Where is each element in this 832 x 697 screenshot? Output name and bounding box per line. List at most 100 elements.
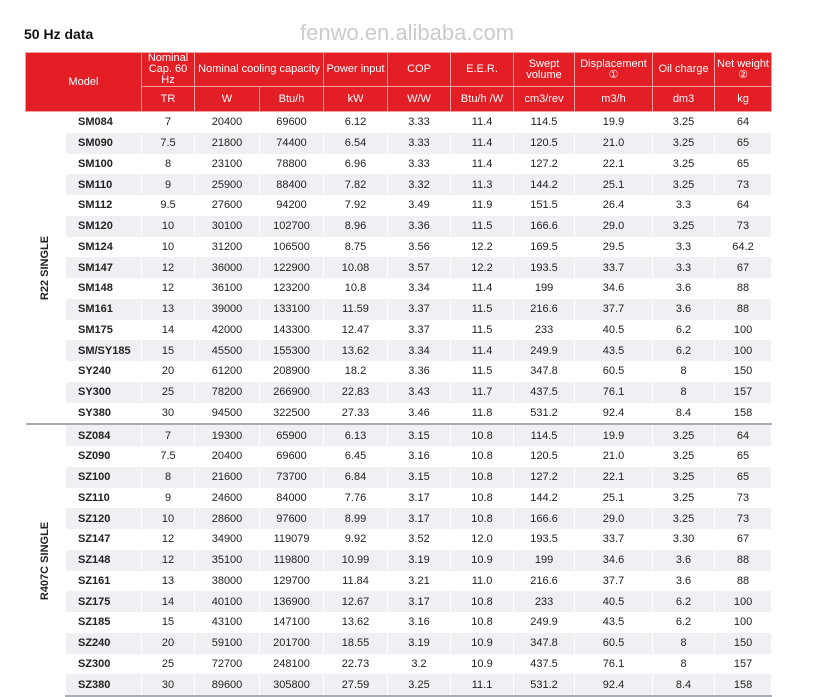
group-label-text: R22 SINGLE [39,235,52,300]
unit-header: kg [714,86,773,112]
value-cell: 8 [652,361,716,382]
value-cell: 88400 [259,174,325,195]
value-cell: 3.25 [652,132,716,154]
value-cell: 10.8 [450,612,515,633]
model-cell: SZ084 [65,423,142,446]
value-cell: 26.4 [574,195,654,216]
value-cell: 29.0 [574,215,654,237]
value-cell: 65900 [259,423,325,446]
unit-header: kW [323,86,389,112]
unit-header: TR [141,86,195,112]
value-cell: 10 [141,215,195,237]
table-row: SZ090 7.5 20400 69600 6.45 3.16 10.8 120.5 21.0 3… [26,446,773,467]
value-cell: 11.4 [450,132,515,154]
value-cell: 119800 [259,549,325,571]
value-cell: 3.6 [652,570,716,592]
value-cell: 64 [714,423,773,446]
value-cell: 114.5 [513,111,576,133]
value-cell: 64.2 [714,236,773,258]
value-cell: 9 [141,487,195,509]
value-cell: 7 [141,111,195,133]
value-cell: 12 [141,278,195,299]
value-cell: 13 [141,298,195,320]
value-cell: 39000 [194,298,260,320]
model-cell: SM148 [65,278,142,299]
value-cell: 97600 [259,508,325,529]
value-cell: 3.25 [652,174,716,195]
header-displacement: Displacement ① [574,52,654,87]
value-cell: 7 [141,423,195,446]
table-row: SM161 13 39000 133100 11.59 3.37 11.5 216.6 37.7… [26,298,773,320]
value-cell: 127.2 [513,153,576,175]
value-cell: 34.6 [574,549,654,571]
value-cell: 8 [652,653,716,675]
table-row: SZ175 14 40100 136900 12.67 3.17 10.8 233 40.5 6.… [26,591,773,612]
value-cell: 150 [714,361,773,382]
value-cell: 23100 [194,153,260,175]
section-title: 50 Hz data [24,26,94,42]
value-cell: 25900 [194,174,260,195]
table-row: SZ380 30 89600 305800 27.59 3.25 11.1 531.2 92.4… [26,674,773,697]
value-cell: 155300 [259,340,325,361]
table-row: SZ120 10 28600 97600 8.99 3.17 10.8 166.6 29.0 3.… [26,508,773,529]
value-cell: 43.5 [574,340,654,361]
value-cell: 6.2 [652,340,716,361]
value-cell: 3.19 [387,549,452,571]
value-cell: 347.8 [513,361,576,382]
value-cell: 3.19 [387,632,452,654]
value-cell: 76.1 [574,381,654,403]
value-cell: 35100 [194,549,260,571]
value-cell: 3.15 [387,423,452,446]
value-cell: 74400 [259,132,325,154]
model-cell: SM175 [65,319,142,341]
value-cell: 3.6 [652,298,716,320]
value-cell: 6.54 [323,132,389,154]
value-cell: 11.7 [450,381,515,403]
value-cell: 157 [714,653,773,675]
value-cell: 15 [141,612,195,633]
model-cell: SY380 [65,402,142,425]
value-cell: 144.2 [513,487,576,509]
value-cell: 42000 [194,319,260,341]
value-cell: 3.49 [387,195,452,216]
value-cell: 88 [714,298,773,320]
value-cell: 11.4 [450,153,515,175]
value-cell: 437.5 [513,381,576,403]
value-cell: 143300 [259,319,325,341]
table-row: SZ147 12 34900 119079 9.92 3.52 12.0 193.5 33.7 3… [26,529,773,550]
value-cell: 347.8 [513,632,576,654]
value-cell: 150 [714,632,773,654]
value-cell: 12.2 [450,257,515,278]
value-cell: 158 [714,402,773,425]
value-cell: 122900 [259,257,325,278]
value-cell: 8.75 [323,236,389,258]
model-cell: SM161 [65,298,142,320]
value-cell: 72700 [194,653,260,675]
model-cell: SM112 [65,195,142,216]
value-cell: 3.37 [387,319,452,341]
value-cell: 3.3 [652,236,716,258]
value-cell: 12.2 [450,236,515,258]
value-cell: 30100 [194,215,260,237]
value-cell: 11.1 [450,674,515,697]
value-cell: 10 [141,508,195,529]
value-cell: 8 [141,153,195,175]
value-cell: 3.30 [652,529,716,550]
value-cell: 119079 [259,529,325,550]
value-cell: 27.33 [323,402,389,425]
value-cell: 21600 [194,466,260,488]
value-cell: 248100 [259,653,325,675]
model-cell: SM084 [65,111,142,133]
value-cell: 233 [513,319,576,341]
model-cell: SM147 [65,257,142,278]
value-cell: 531.2 [513,402,576,425]
value-cell: 37.7 [574,298,654,320]
value-cell: 94200 [259,195,325,216]
value-cell: 3.25 [652,153,716,175]
model-cell: SM120 [65,215,142,237]
value-cell: 3.25 [652,466,716,488]
refrigerant-group-label: R22 SINGLE [25,111,66,425]
value-cell: 3.15 [387,466,452,488]
value-cell: 73700 [259,466,325,488]
value-cell: 199 [513,549,576,571]
